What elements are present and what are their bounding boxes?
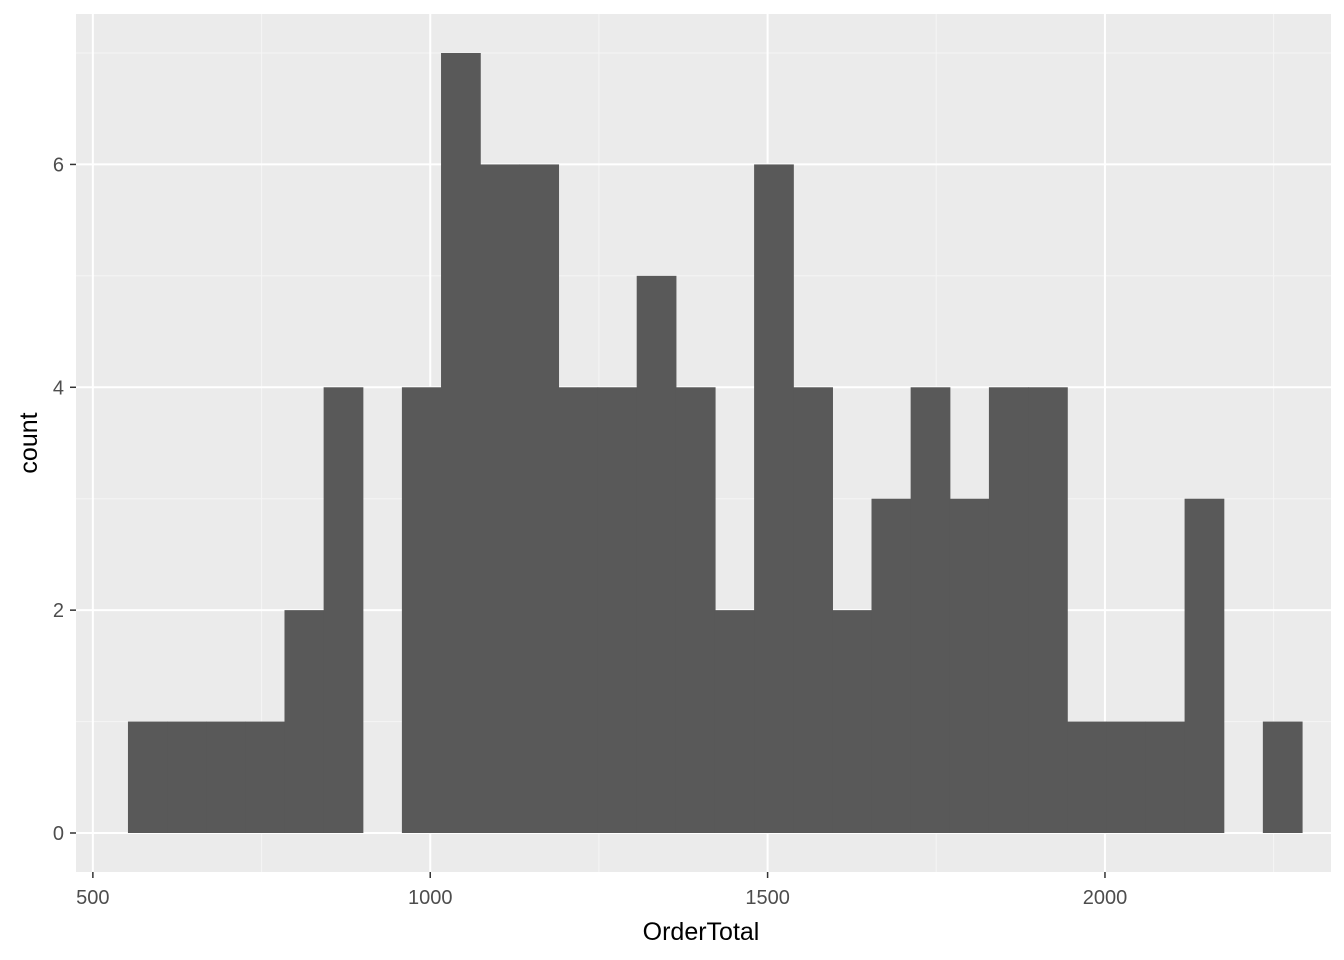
histogram-bar — [1106, 721, 1147, 833]
histogram-bar — [480, 164, 520, 833]
histogram-bar — [1184, 498, 1225, 833]
x-axis: 500 1000 1500 2000 — [76, 872, 1127, 909]
histogram-bar — [793, 387, 833, 833]
y-tick-label: 6 — [53, 154, 64, 176]
histogram-bar — [714, 610, 755, 833]
histogram-bar — [754, 164, 794, 833]
histogram-bar — [245, 721, 286, 833]
histogram-bar — [636, 275, 677, 833]
histogram-bar — [1262, 721, 1303, 833]
histogram-bars — [127, 53, 1303, 833]
histogram-bar — [1067, 721, 1107, 833]
histogram-bar — [597, 387, 638, 833]
histogram-bar — [323, 387, 364, 833]
histogram-bar — [949, 498, 990, 833]
x-tick-label: 1000 — [408, 887, 453, 909]
histogram-bar — [871, 498, 912, 833]
y-tick-label: 4 — [53, 377, 64, 399]
histogram-bar — [910, 387, 951, 833]
histogram-bar — [401, 387, 442, 833]
histogram-bar — [206, 721, 246, 833]
x-axis-title: OrderTotal — [643, 918, 760, 946]
histogram-bar — [441, 53, 481, 833]
histogram-bar — [1145, 721, 1186, 833]
histogram-bar — [284, 610, 325, 833]
histogram-bar — [558, 387, 599, 833]
y-axis: 0 2 4 6 — [53, 154, 76, 845]
histogram-bar — [675, 387, 716, 833]
histogram-bar — [519, 164, 560, 833]
x-tick-label: 500 — [76, 887, 109, 909]
histogram-bar — [832, 610, 873, 833]
y-tick-label: 0 — [53, 823, 64, 845]
y-axis-title: count — [15, 412, 43, 473]
histogram-bar — [167, 721, 207, 833]
x-tick-label: 1500 — [745, 887, 790, 909]
histogram-bar — [127, 721, 168, 833]
x-tick-label: 2000 — [1083, 887, 1128, 909]
histogram-bar — [988, 387, 1029, 833]
histogram-bar — [1028, 387, 1068, 833]
y-tick-label: 2 — [53, 600, 64, 622]
